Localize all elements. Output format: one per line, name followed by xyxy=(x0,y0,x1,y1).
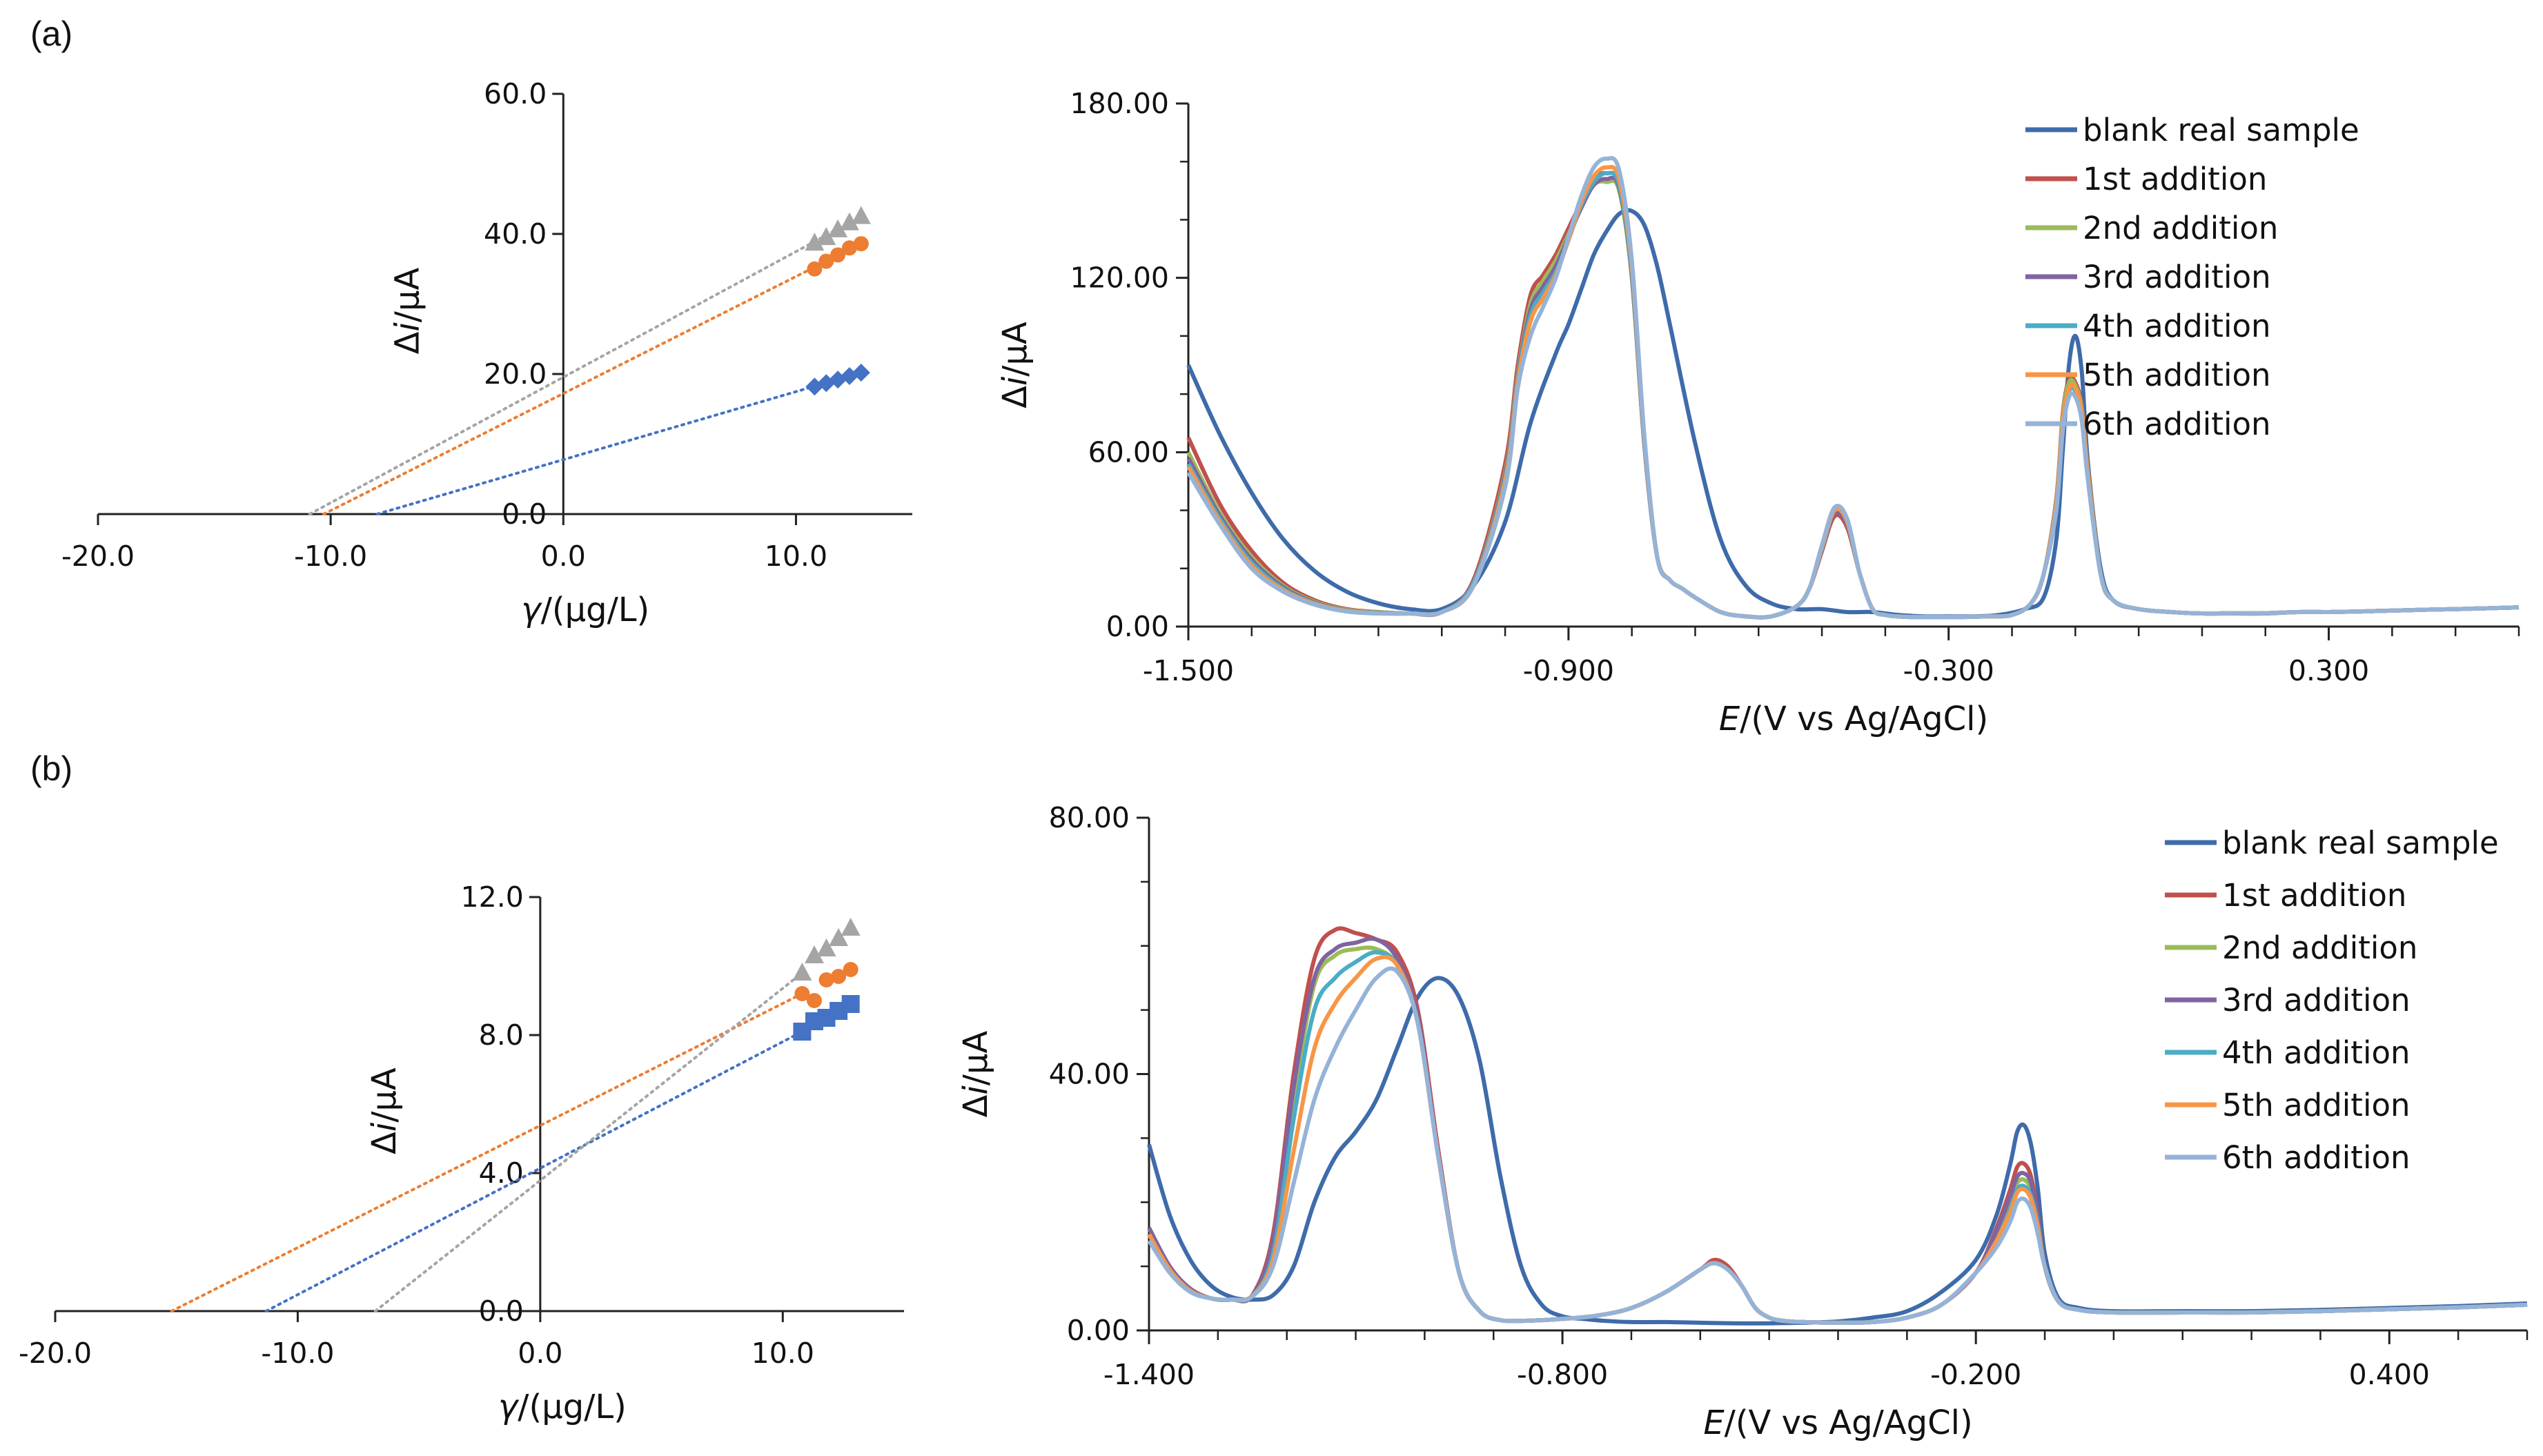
data-point-gray xyxy=(829,928,849,946)
data-point-gray xyxy=(792,963,812,981)
data-point-orange xyxy=(831,969,847,984)
data-point-gray xyxy=(816,227,836,246)
y-tick-label: 0.00 xyxy=(1106,610,1169,643)
legend-label: 4th addition xyxy=(2083,308,2271,344)
x-axis-title: γ/(µg/L) xyxy=(498,1388,627,1426)
y-tick-label: 180.00 xyxy=(1070,87,1169,120)
data-point-orange xyxy=(806,993,822,1008)
data-point-gray xyxy=(805,233,825,251)
data-point-gray xyxy=(816,938,836,956)
x-tick-label: 0.400 xyxy=(2349,1358,2430,1391)
y-axis-title: Δi/µA xyxy=(388,267,426,354)
trendline-gray xyxy=(373,972,804,1312)
trendline-blue xyxy=(375,371,863,515)
legend-label: 3rd addition xyxy=(2222,982,2411,1019)
series-line-6th-addition xyxy=(1147,966,2528,1325)
legend-label: 2nd addition xyxy=(2222,929,2417,966)
data-point-blue xyxy=(841,995,860,1013)
panel-label-b: (b) xyxy=(30,749,73,788)
data-point-gray xyxy=(804,945,824,963)
x-tick-label: -0.300 xyxy=(1903,654,1994,687)
y-tick-label: 80.00 xyxy=(1049,801,1130,834)
data-point-orange xyxy=(807,261,823,277)
panel-label-a: (a) xyxy=(30,14,73,53)
y-tick-label: 8.0 xyxy=(479,1019,524,1052)
data-point-blue xyxy=(852,363,870,382)
trendline-orange xyxy=(170,992,804,1312)
chart-b_right: -1.400 -0.800 -0.200 0.400 0.00 40.00 80.00 bla… xyxy=(956,801,2529,1442)
x-tick-label: 0.300 xyxy=(2288,654,2369,687)
x-tick-label: -10.0 xyxy=(261,1337,334,1370)
y-tick-label: 40.00 xyxy=(1049,1058,1130,1091)
x-tick-label: 0.0 xyxy=(541,540,586,573)
y-tick-label: 120.00 xyxy=(1070,262,1169,295)
y-tick-label: 60.0 xyxy=(484,77,547,110)
chart-a_left: -20.0 -10.0 0.0 10.0 0.0 20.0 40.0 60.0 γ/(µg/L)… xyxy=(61,77,912,629)
chart-b_left: -20.0 -10.0 0.0 10.0 0.0 4.0 8.0 12.0 γ/(µg/L) Δi… xyxy=(19,881,904,1426)
x-tick-label: -0.900 xyxy=(1523,654,1614,687)
data-point-gray xyxy=(841,918,861,936)
x-tick-label: 10.0 xyxy=(765,540,827,573)
data-point-orange xyxy=(794,986,810,1001)
y-tick-label: 40.0 xyxy=(484,217,547,250)
y-tick-label: 20.0 xyxy=(484,357,547,391)
x-tick-label: -20.0 xyxy=(19,1337,92,1370)
legend-label: 1st addition xyxy=(2222,877,2406,914)
chart-a_right: -1.500 -0.900 -0.300 0.300 0.00 60.00 120.00 18… xyxy=(996,87,2520,738)
legend-label: 3rd addition xyxy=(2083,259,2271,295)
data-point-orange xyxy=(853,236,869,252)
trendline-gray xyxy=(308,215,863,515)
legend-label: 6th addition xyxy=(2083,406,2271,442)
x-tick-label: -1.500 xyxy=(1143,654,1234,687)
data-point-orange xyxy=(841,240,857,256)
x-axis-title: E/(V vs Ag/AgCl) xyxy=(1703,1404,1972,1442)
x-tick-label: -20.0 xyxy=(61,540,135,573)
data-point-gray xyxy=(839,212,859,230)
legend-label: 6th addition xyxy=(2222,1139,2411,1176)
series-line-6th-addition xyxy=(1186,156,2520,620)
y-axis-title: Δi/µA xyxy=(956,1030,995,1117)
y-tick-label: 60.00 xyxy=(1088,435,1169,469)
y-tick-label: 0.0 xyxy=(479,1295,524,1328)
x-tick-label: -0.800 xyxy=(1517,1358,1608,1391)
y-tick-label: 0.0 xyxy=(502,498,547,531)
legend-label: blank real sample xyxy=(2222,825,2499,861)
data-point-orange xyxy=(818,253,834,269)
x-tick-label: -10.0 xyxy=(294,540,367,573)
legend-label: blank real sample xyxy=(2083,112,2359,148)
legend-label: 2nd addition xyxy=(2083,210,2278,246)
y-axis-title: Δi/µA xyxy=(996,322,1034,409)
legend-label: 4th addition xyxy=(2222,1034,2411,1071)
data-point-orange xyxy=(830,247,846,263)
data-point-orange xyxy=(843,962,858,977)
x-tick-label: -1.400 xyxy=(1103,1358,1195,1391)
x-axis-title: E/(V vs Ag/AgCl) xyxy=(1719,700,1988,738)
y-tick-label: 0.00 xyxy=(1067,1314,1130,1347)
y-tick-label: 4.0 xyxy=(479,1157,524,1190)
x-tick-label: -0.200 xyxy=(1930,1358,2021,1391)
legend-label: 5th addition xyxy=(2222,1087,2411,1123)
legend-label: 1st addition xyxy=(2083,161,2267,197)
data-point-gray xyxy=(828,219,848,237)
data-point-gray xyxy=(851,206,871,224)
trendline-blue xyxy=(264,1030,804,1312)
x-axis-title: γ/(µg/L) xyxy=(521,591,649,629)
legend-label: 5th addition xyxy=(2083,357,2271,393)
y-tick-label: 12.0 xyxy=(461,881,524,914)
data-point-orange xyxy=(818,972,834,987)
x-tick-label: 10.0 xyxy=(752,1337,814,1370)
y-axis-title: Δi/µA xyxy=(365,1068,404,1154)
x-tick-label: 0.0 xyxy=(518,1337,562,1370)
